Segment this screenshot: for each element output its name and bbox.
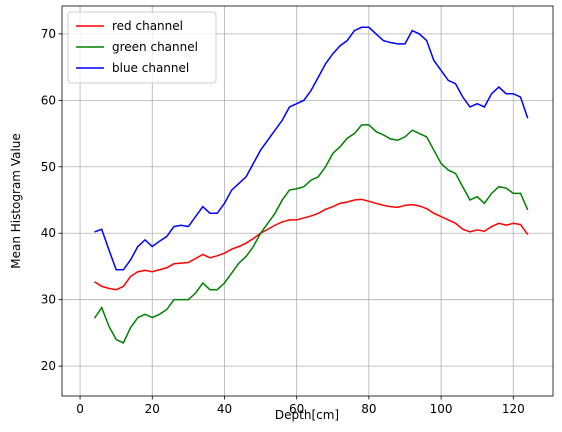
- x-axis-label: Depth[cm]: [275, 408, 339, 422]
- line-series: [94, 26, 529, 271]
- line-series: [94, 198, 529, 291]
- legend-label: red channel: [112, 19, 183, 33]
- y-tick-label: 60: [41, 93, 56, 107]
- x-tick-label: 0: [76, 402, 84, 416]
- legend-label: blue channel: [112, 61, 189, 75]
- y-axis-label: Mean Histogram Value: [9, 133, 23, 269]
- legend: red channel green channel blue channel: [67, 11, 217, 84]
- line-series: [93, 124, 529, 344]
- y-tick-label: 40: [41, 226, 56, 240]
- legend-label: green channel: [112, 40, 198, 54]
- x-tick-label: 20: [145, 402, 160, 416]
- x-tick-label: 40: [217, 402, 232, 416]
- x-tick-label: 80: [361, 402, 376, 416]
- y-tick-label: 20: [41, 359, 56, 373]
- y-tick-label: 50: [41, 160, 56, 174]
- plot-frame: [61, 5, 554, 397]
- x-tick-label: 60: [289, 402, 304, 416]
- y-tick-label: 70: [41, 27, 56, 41]
- y-tick-label: 30: [41, 293, 56, 307]
- legend-box: [67, 11, 217, 84]
- x-tick-label: 120: [502, 402, 525, 416]
- x-tick-label: 100: [430, 402, 453, 416]
